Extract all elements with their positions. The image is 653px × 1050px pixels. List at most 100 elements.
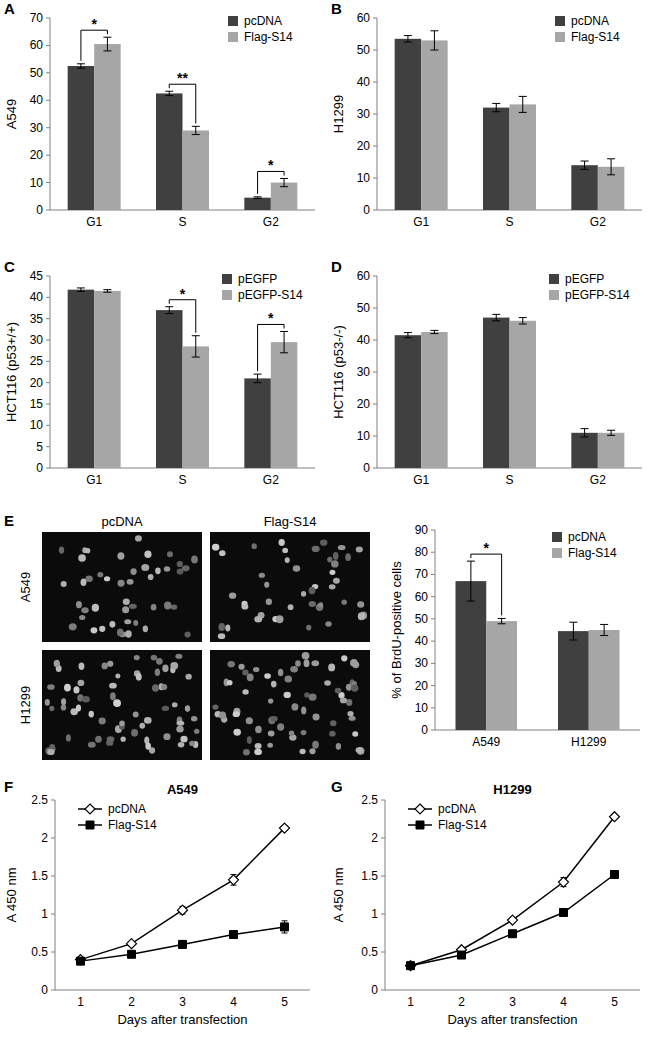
error-bar: [569, 622, 577, 640]
nucleus: [95, 736, 102, 743]
y-tick: [46, 425, 50, 426]
nucleus: [91, 627, 98, 633]
y-tick: [373, 146, 377, 147]
nucleus: [357, 601, 364, 608]
y-axis-label: % of BrdU-positive cells: [389, 561, 404, 699]
x-tick-label: 3: [179, 995, 186, 1009]
y-tick: [373, 50, 377, 51]
micrograph: [210, 650, 370, 760]
nucleus: [78, 554, 86, 562]
point: [508, 915, 518, 925]
nucleus: [270, 716, 277, 722]
x-axis-label: Days after transfection: [447, 1012, 577, 1027]
point: [178, 905, 188, 915]
nucleus: [79, 662, 85, 670]
nucleus: [175, 654, 182, 659]
panel-label: B: [331, 0, 342, 17]
nucleus: [246, 717, 253, 724]
nucleus: [117, 629, 124, 637]
series-line: [411, 874, 615, 965]
point: [179, 940, 187, 948]
nucleus: [330, 570, 336, 575]
x-tick-label: G2: [590, 473, 606, 487]
nucleus: [155, 669, 160, 676]
nucleus: [185, 674, 191, 680]
legend-swatch: [228, 16, 238, 26]
nucleus: [164, 602, 171, 610]
y-tick: [46, 318, 50, 319]
error-bar: [254, 197, 262, 199]
y-axis: [435, 530, 436, 730]
y-tick: [46, 340, 50, 341]
x-tick-label: S: [178, 473, 186, 487]
error-bar: [404, 333, 412, 338]
nucleus: [242, 670, 248, 676]
nucleus: [285, 557, 290, 563]
nucleus: [255, 743, 262, 749]
nucleus: [267, 743, 273, 748]
nucleus: [302, 652, 310, 660]
y-axis-label: A 450 nm: [331, 868, 346, 923]
y-tick-label: 10: [30, 418, 44, 432]
nucleus: [277, 723, 284, 731]
x-axis: [55, 990, 310, 991]
y-tick-label: 40: [357, 75, 371, 89]
y-tick: [381, 990, 385, 991]
y-tick: [51, 876, 55, 877]
legend-swatch: [552, 548, 562, 558]
nucleus: [288, 604, 294, 610]
error-bar: [492, 314, 500, 320]
error-bar: [165, 307, 173, 314]
nucleus: [352, 731, 358, 737]
nucleus: [85, 548, 90, 553]
nucleus: [219, 550, 225, 556]
bar: [271, 342, 298, 468]
y-tick: [431, 730, 435, 731]
y-tick-label: 20: [30, 148, 44, 162]
x-tick-label: 4: [230, 995, 237, 1009]
nucleus: [141, 564, 149, 571]
chart-title: A549: [167, 782, 198, 797]
column-header: pcDNA: [101, 514, 143, 529]
nucleus: [264, 582, 269, 588]
nucleus: [351, 685, 359, 692]
bar: [156, 93, 183, 210]
y-tick-label: 40: [30, 93, 44, 107]
nucleus: [119, 720, 125, 726]
nucleus: [331, 560, 339, 567]
nucleus: [47, 684, 55, 690]
x-tick-label: 2: [128, 995, 135, 1009]
x-tick-label: S: [505, 215, 513, 229]
y-axis-label: A549: [4, 99, 19, 129]
y-tick: [46, 276, 50, 277]
nucleus: [330, 720, 336, 726]
nucleus: [191, 716, 197, 721]
legend-swatch: [222, 290, 232, 300]
error-bar: [77, 288, 85, 291]
nucleus: [184, 632, 190, 638]
nucleus: [254, 616, 262, 623]
nucleus: [99, 626, 105, 632]
y-tick-label: 50: [30, 66, 44, 80]
y-tick-label: 60: [357, 269, 371, 283]
micrograph-image: [210, 532, 370, 642]
y-axis-label: HCT116 (p53-/-): [331, 325, 346, 419]
nucleus: [312, 741, 319, 749]
nucleus: [219, 711, 226, 719]
nucleus: [66, 734, 71, 741]
panel-label: A: [4, 0, 15, 17]
y-tick-label: 60: [30, 38, 44, 52]
y-tick: [46, 382, 50, 383]
y-tick: [373, 276, 377, 277]
nucleus: [229, 593, 236, 599]
y-tick-label: 40: [30, 290, 44, 304]
x-tick-label: 1: [77, 995, 84, 1009]
point: [407, 962, 415, 970]
y-axis: [385, 800, 386, 990]
point: [230, 931, 238, 939]
y-tick: [46, 361, 50, 362]
nucleus: [359, 613, 365, 619]
point: [128, 950, 136, 958]
legend-label: pEGFP-S14: [238, 288, 303, 302]
nucleus: [131, 729, 138, 737]
